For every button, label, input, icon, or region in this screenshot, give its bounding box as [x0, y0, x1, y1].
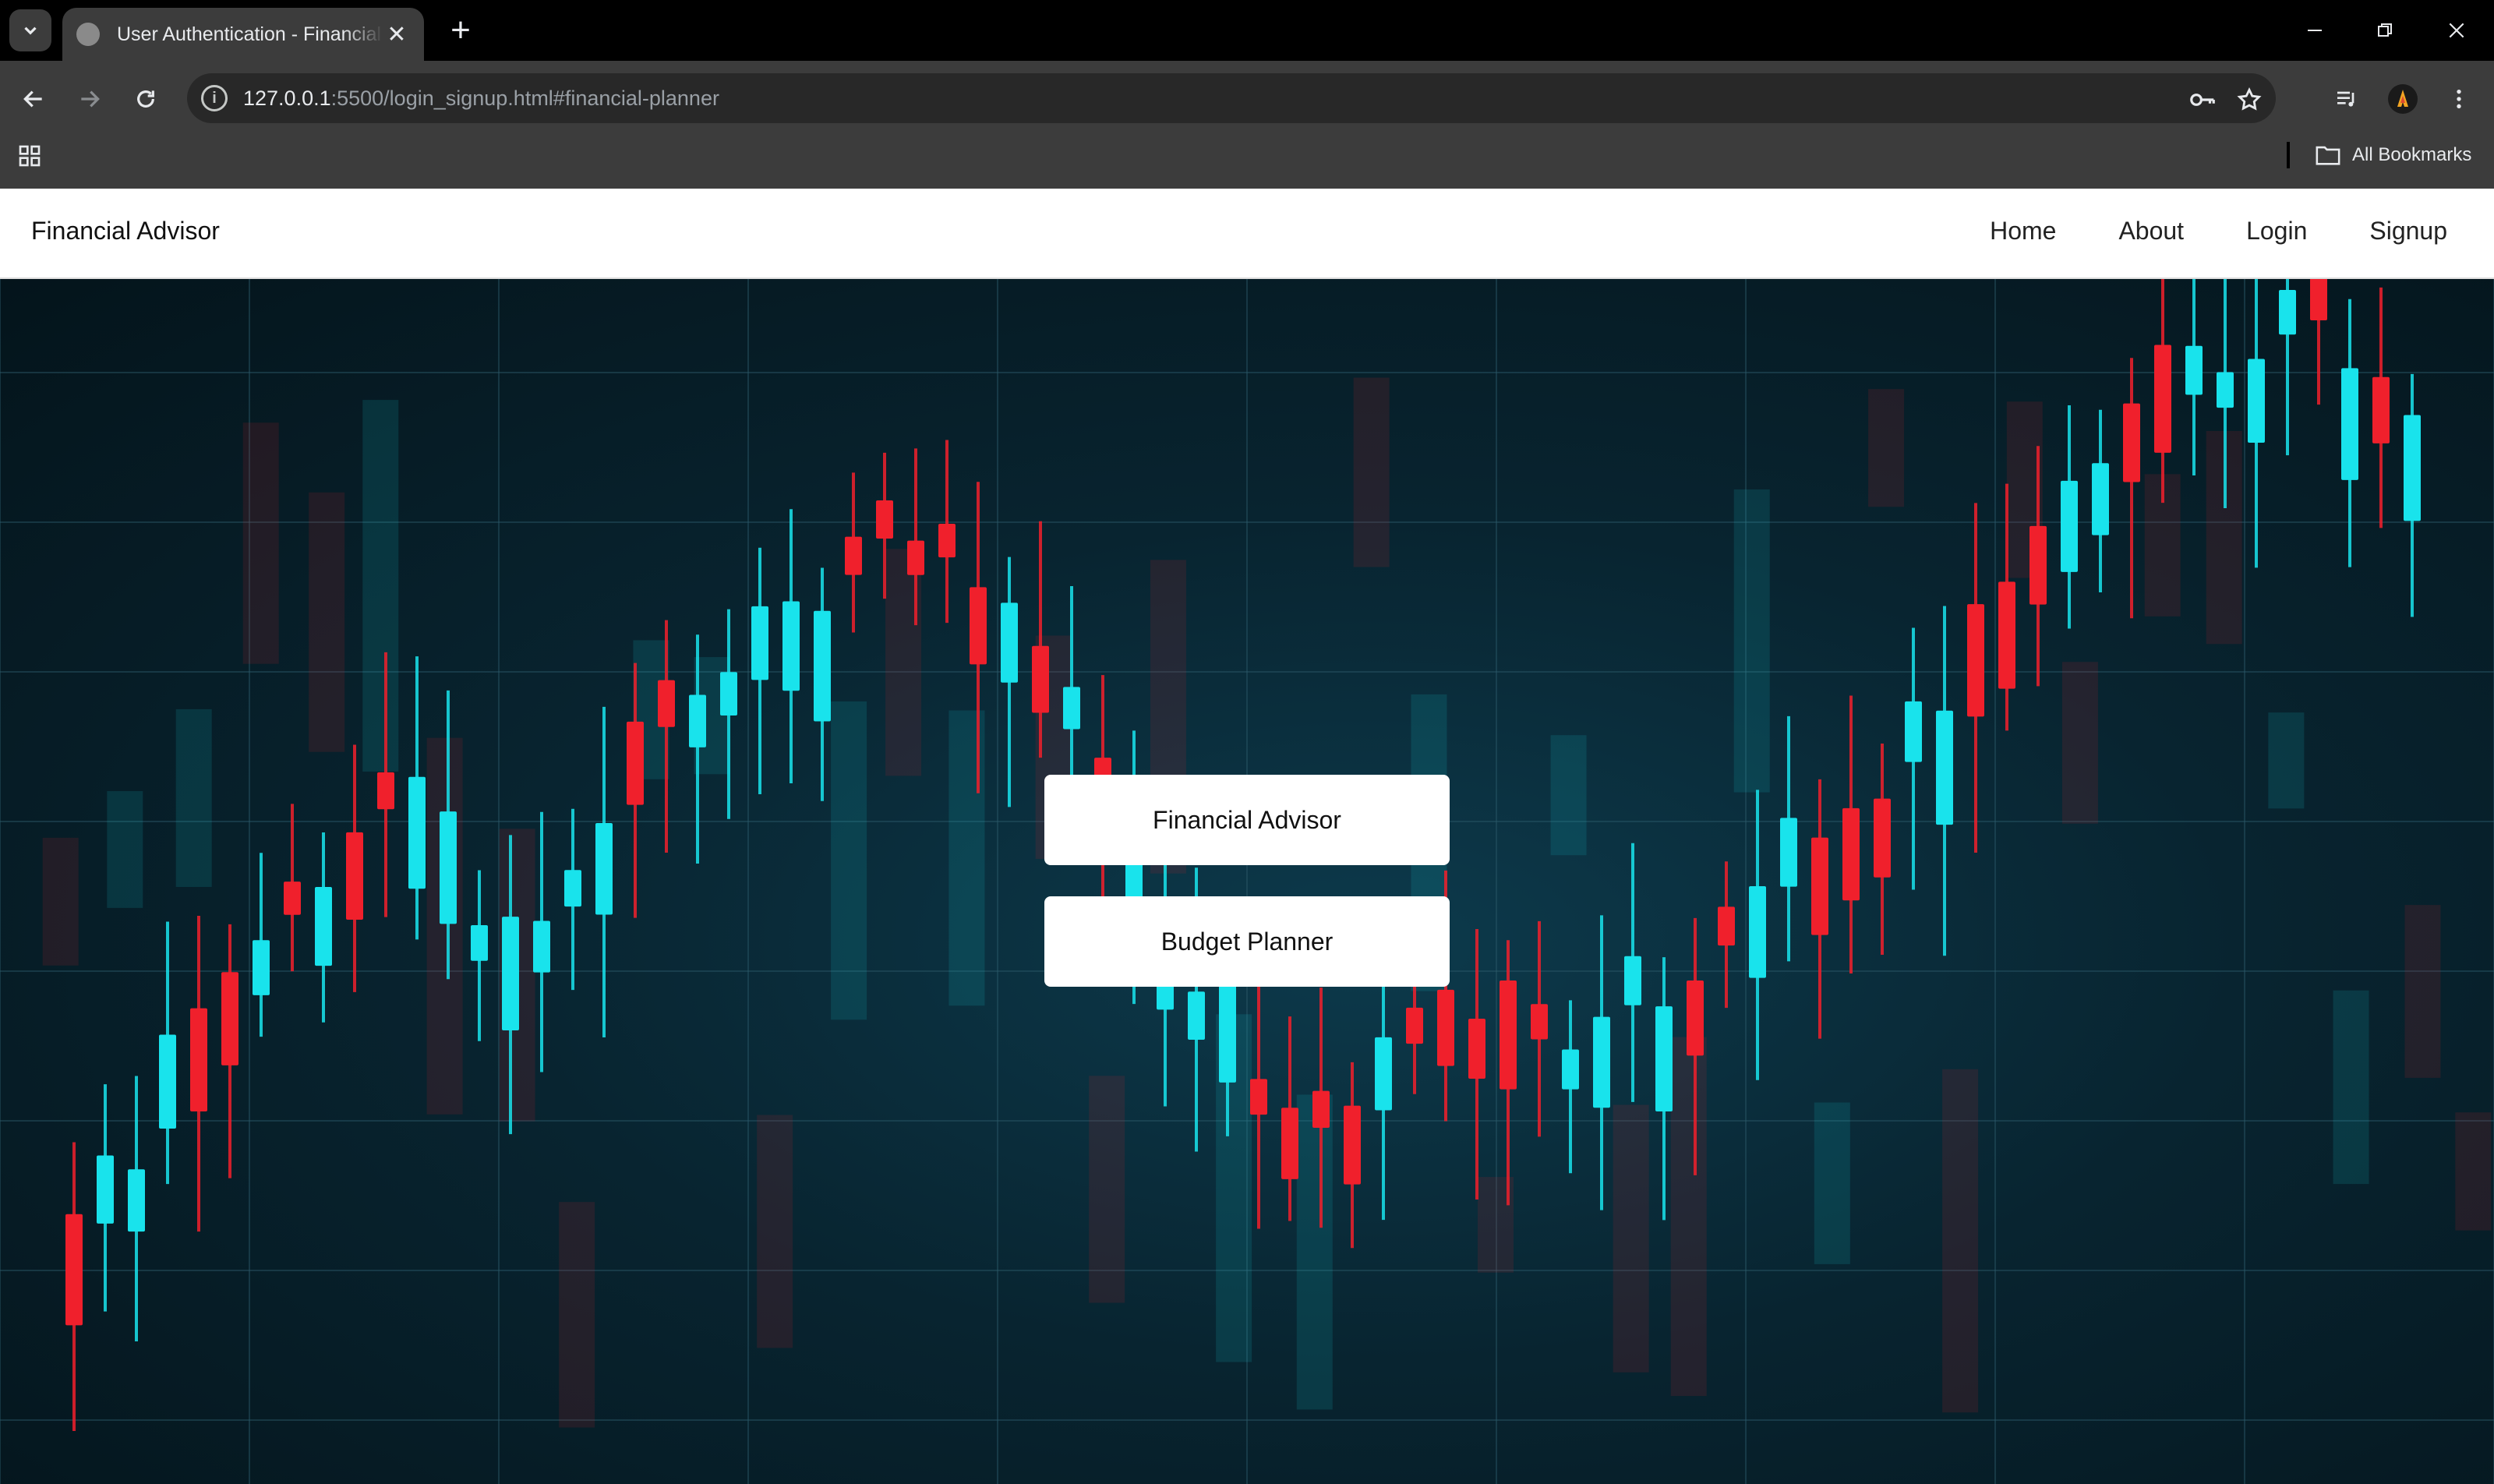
budget-planner-button[interactable]: Budget Planner [1044, 896, 1450, 987]
active-tab[interactable]: User Authentication - Financial Advisor … [62, 8, 424, 61]
nav-links: Home About Login Signup [1990, 217, 2447, 246]
url-text: 127.0.0.1:5500/login_signup.html#financi… [243, 87, 719, 111]
reload-icon[interactable] [126, 80, 165, 118]
tab-title: User Authentication - Financial Advisor [117, 23, 383, 45]
tab-search-button[interactable] [9, 9, 51, 51]
nav-home[interactable]: Home [1990, 217, 2057, 245]
tab-strip: User Authentication - Financial Advisor … [0, 0, 2494, 61]
restore-icon[interactable] [2362, 11, 2408, 50]
info-icon[interactable]: i [201, 85, 228, 111]
all-bookmarks-label: All Bookmarks [2352, 144, 2472, 165]
candlestick-background-image [0, 279, 2494, 1484]
avatar[interactable] [2383, 80, 2422, 118]
nav-about[interactable]: About [2118, 217, 2185, 245]
folder-icon [2316, 146, 2340, 165]
nav-login[interactable]: Login [2246, 217, 2308, 245]
globe-icon [76, 23, 100, 46]
all-bookmarks-button[interactable]: All Bookmarks [2315, 142, 2471, 168]
close-icon[interactable]: ✕ [387, 21, 407, 48]
star-icon[interactable] [2234, 84, 2265, 115]
financial-advisor-button[interactable]: Financial Advisor [1044, 775, 1450, 865]
bookmarks-divider [2287, 142, 2290, 168]
web-page: Financial Advisor Home About Login Signu… [0, 189, 2494, 1484]
url-path: :5500/login_signup.html#financial-planne… [330, 86, 719, 110]
nav-signup[interactable]: Signup [2369, 217, 2447, 245]
window-close-icon[interactable] [2433, 11, 2480, 50]
chevron-down-icon [24, 26, 37, 35]
kebab-icon[interactable] [2439, 80, 2478, 118]
bookmarks-bar [0, 136, 2494, 189]
playlist-icon[interactable] [2327, 80, 2366, 118]
url-host: 127.0.0.1 [243, 86, 331, 110]
arrow-left-icon[interactable] [14, 80, 53, 118]
grid-icon[interactable] [17, 143, 42, 172]
hero-background [0, 279, 2494, 1484]
site-brand[interactable]: Financial Advisor [31, 217, 220, 245]
site-navbar: Financial Advisor Home About Login Signu… [0, 189, 2494, 279]
minimize-icon[interactable] [2291, 11, 2338, 50]
plus-icon[interactable]: + [450, 11, 471, 49]
address-bar[interactable]: i 127.0.0.1:5500/login_signup.html#finan… [187, 73, 2276, 123]
browser-toolbar: i 127.0.0.1:5500/login_signup.html#finan… [0, 61, 2494, 136]
key-icon[interactable] [2187, 84, 2218, 115]
arrow-right-icon[interactable] [70, 80, 109, 118]
